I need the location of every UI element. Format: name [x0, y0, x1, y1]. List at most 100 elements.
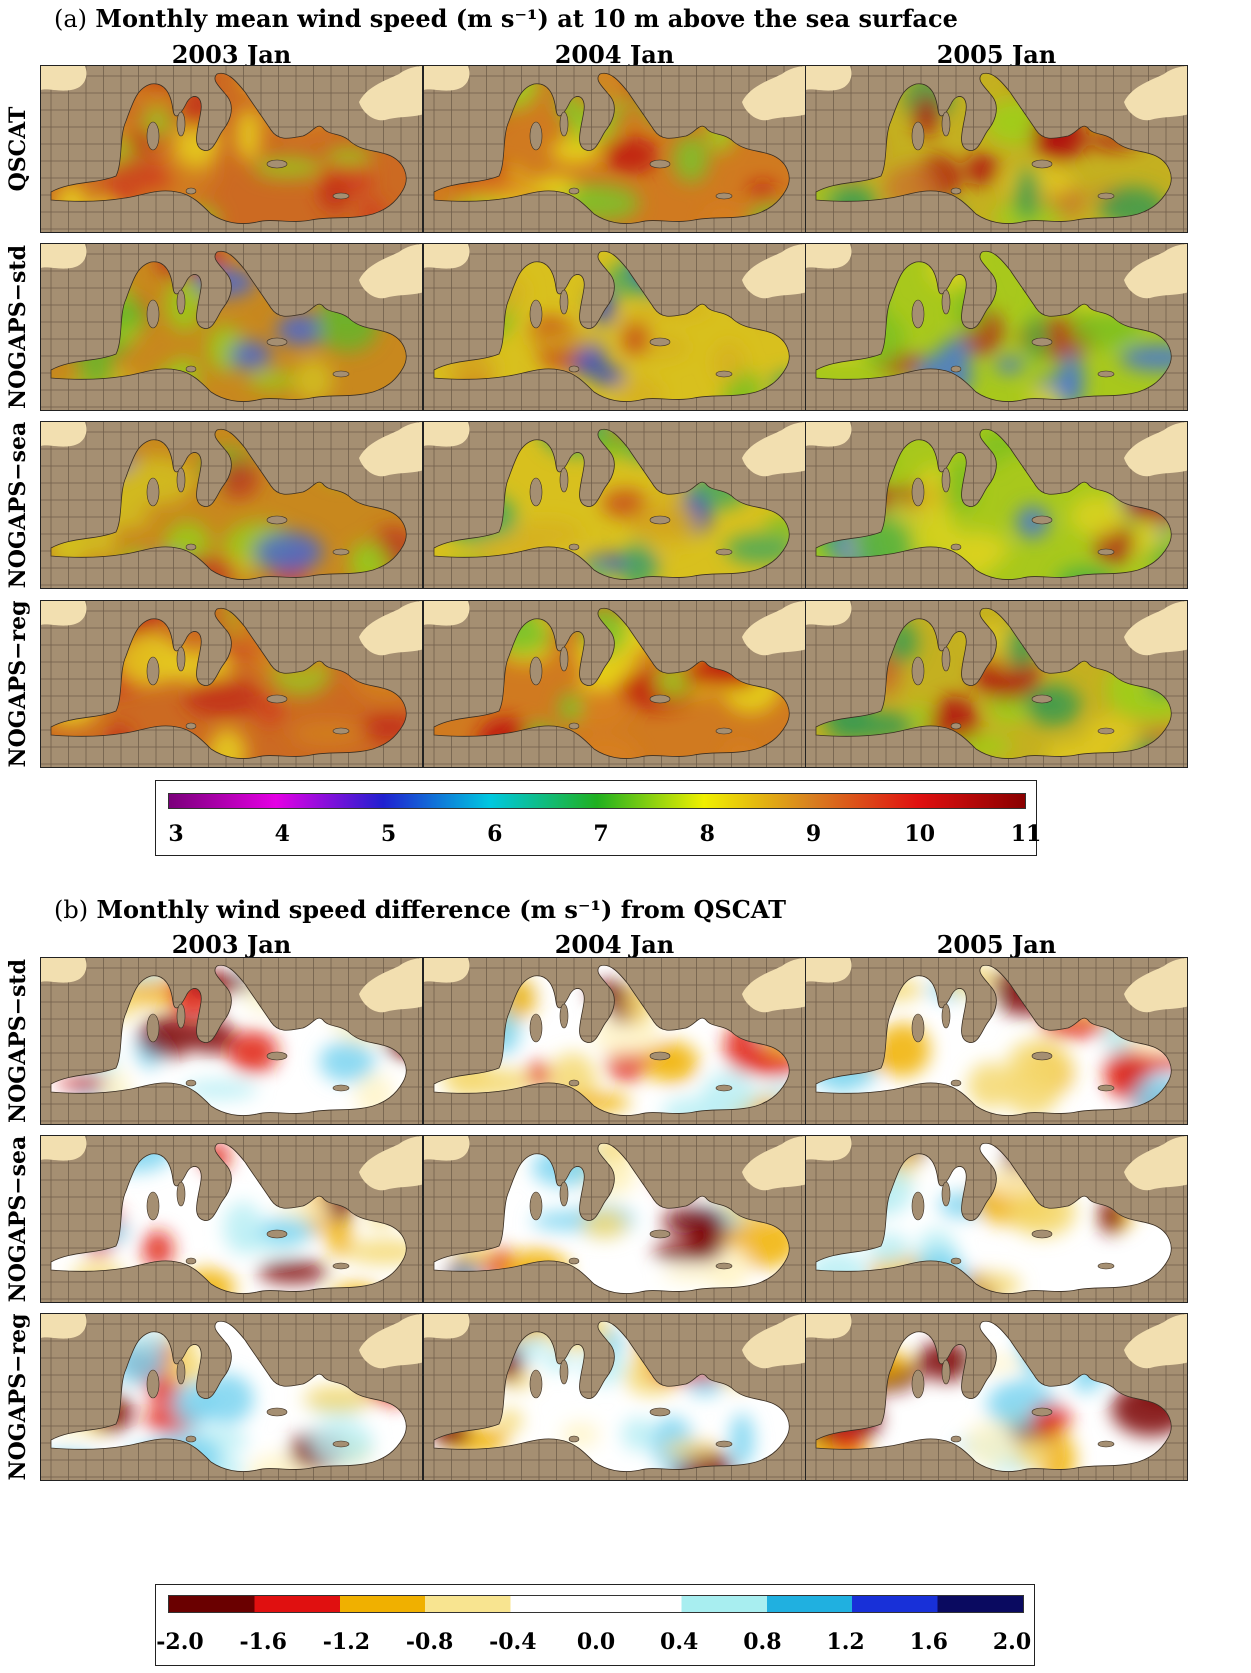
landmass-shape: [424, 422, 470, 447]
island: [529, 656, 543, 686]
coastline: [433, 428, 790, 580]
island: [266, 694, 288, 704]
landmass-shape: [806, 244, 852, 269]
island: [176, 1359, 186, 1385]
colorbar-tick-label: 7: [593, 821, 609, 847]
island: [950, 1079, 962, 1087]
map-svg-a-2-0: [41, 422, 422, 588]
island: [185, 1435, 197, 1443]
landmass-shape: [742, 66, 805, 121]
colorbar-tick-label: -0.4: [489, 1629, 537, 1655]
island: [911, 1369, 925, 1399]
map-svg-a-3-1: [424, 601, 805, 767]
landmass-shape: [424, 244, 470, 269]
island: [529, 1369, 543, 1399]
island: [568, 187, 580, 195]
map-panel-b-0-0: [40, 957, 423, 1125]
island: [559, 111, 569, 137]
island: [146, 477, 160, 507]
map-panel-b-1-1: [423, 1135, 806, 1303]
island: [950, 1257, 962, 1265]
island: [146, 121, 160, 151]
island: [1097, 1084, 1115, 1092]
island: [950, 722, 962, 730]
map-svg-a-2-2: [806, 422, 1187, 588]
map-panel-a-0-2: [805, 65, 1188, 233]
landmass-shape: [742, 601, 805, 656]
island: [950, 187, 962, 195]
colorbar-tick-label: -0.8: [405, 1629, 454, 1655]
map-panel-b-0-1: [423, 957, 806, 1125]
island: [529, 477, 543, 507]
landmass-shape: [41, 66, 87, 91]
colorbar-tick-label: 5: [380, 821, 397, 847]
colorbar-b-gradient: [168, 1595, 1024, 1613]
landmass-shape: [806, 66, 852, 91]
island: [1031, 1407, 1053, 1417]
colorbar-tick-label: 9: [805, 821, 822, 847]
colorbar-tick-label: 10: [904, 821, 936, 847]
row-label-a-0: QSCAT: [5, 106, 31, 192]
island: [941, 1181, 951, 1207]
landmass-shape: [359, 958, 422, 1013]
colorbar-tick-label: 2.0: [992, 1629, 1032, 1655]
island: [185, 187, 197, 195]
island: [1097, 1262, 1115, 1270]
landmass-shape: [41, 1314, 87, 1339]
island: [266, 1229, 288, 1239]
map-svg-a-0-2: [806, 66, 1187, 232]
map-panel-a-3-1: [423, 600, 806, 768]
island: [266, 515, 288, 525]
section-a-title-text: Monthly mean wind speed (m s⁻¹) at 10 m …: [95, 4, 958, 33]
island: [715, 370, 733, 378]
map-panel-a-0-1: [423, 65, 806, 233]
island: [911, 477, 925, 507]
landmass-shape: [1124, 958, 1187, 1013]
island: [266, 159, 288, 169]
coastline: [50, 250, 407, 402]
landmass-shape: [359, 422, 422, 477]
coastline: [50, 1142, 407, 1294]
landmass-shape: [424, 1136, 470, 1161]
landmass-shape: [742, 958, 805, 1013]
island: [715, 1440, 733, 1448]
island: [1031, 515, 1053, 525]
map-panel-a-3-2: [805, 600, 1188, 768]
island: [568, 1435, 580, 1443]
island: [941, 467, 951, 493]
island: [1031, 1229, 1053, 1239]
landmass-shape: [1124, 244, 1187, 299]
landmass-shape: [359, 1314, 422, 1369]
island: [1031, 159, 1053, 169]
row-label-a-2: NOGAPS−sea: [5, 421, 31, 589]
island: [559, 467, 569, 493]
island: [941, 646, 951, 672]
island: [568, 722, 580, 730]
landmass-shape: [424, 1314, 470, 1339]
colorbar-tick-label: 0.4: [660, 1629, 699, 1655]
island: [715, 1262, 733, 1270]
island: [911, 1191, 925, 1221]
colorbar-tick-label: -2.0: [156, 1629, 204, 1655]
island: [332, 192, 350, 200]
island: [649, 159, 671, 169]
map-svg-a-1-1: [424, 244, 805, 410]
island: [146, 299, 160, 329]
island: [1097, 192, 1115, 200]
landmass-shape: [41, 422, 87, 447]
colorbar-tick-label: 0.8: [743, 1629, 782, 1655]
colorbar-tick-label: 1.6: [909, 1629, 948, 1655]
landmass-shape: [742, 1136, 805, 1191]
landmass-shape: [1124, 1136, 1187, 1191]
island: [146, 1013, 160, 1043]
map-svg-b-0-1: [424, 958, 805, 1124]
landmass-shape: [359, 1136, 422, 1191]
island: [950, 543, 962, 551]
island: [332, 1440, 350, 1448]
coastline: [50, 428, 407, 580]
row-label-b-2: NOGAPS−reg: [5, 1313, 31, 1481]
coastline: [433, 1320, 790, 1472]
coastline: [50, 607, 407, 759]
landmass-shape: [359, 66, 422, 121]
row-label-a-3: NOGAPS−reg: [5, 600, 31, 768]
